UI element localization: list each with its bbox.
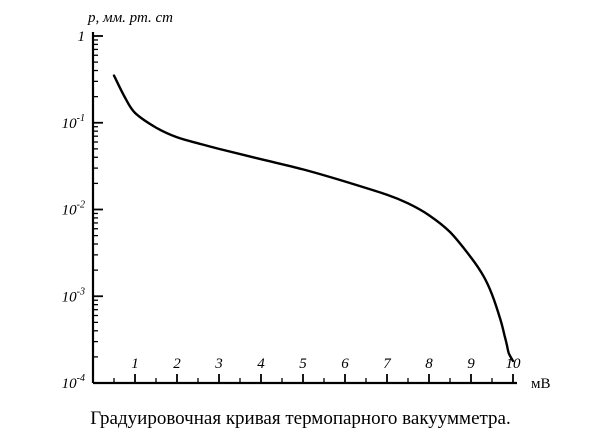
x-tick-label: 9 xyxy=(467,356,475,372)
figure-caption: Градуировочная кривая термопарного вакуу… xyxy=(90,408,511,429)
x-tick-label: 10 xyxy=(506,356,522,372)
x-tick-label: 4 xyxy=(257,356,265,372)
labels: 1 10-1 10-2 10-3 10-4 1 2 3 4 5 6 7 8 9 10 p, мм. рт. с… xyxy=(62,10,551,392)
calibration-chart: 1 10-1 10-2 10-3 10-4 1 2 3 4 5 6 7 8 9 10 p, мм. рт. с… xyxy=(62,10,551,392)
x-tick-label: 6 xyxy=(341,356,349,372)
y-tick-label: 10-3 xyxy=(62,286,85,305)
x-tick-label: 5 xyxy=(299,356,307,372)
y-axis-label: p, мм. рт. ст xyxy=(87,10,173,26)
axes xyxy=(91,32,517,385)
x-tick-label: 2 xyxy=(173,356,181,372)
x-tick-label: 8 xyxy=(425,356,433,372)
x-tick-label: 3 xyxy=(214,356,223,372)
y-tick-label: 10-1 xyxy=(62,113,85,132)
ticks xyxy=(93,35,514,384)
y-tick-label: 1 xyxy=(78,29,86,45)
y-tick-label: 10-4 xyxy=(62,373,85,392)
x-tick-label: 1 xyxy=(131,356,139,372)
y-tick-label: 10-2 xyxy=(62,200,85,219)
x-tick-label: 7 xyxy=(383,356,392,372)
x-axis-label: мВ xyxy=(531,376,551,392)
series xyxy=(112,74,515,363)
calibration-curve xyxy=(112,74,515,363)
